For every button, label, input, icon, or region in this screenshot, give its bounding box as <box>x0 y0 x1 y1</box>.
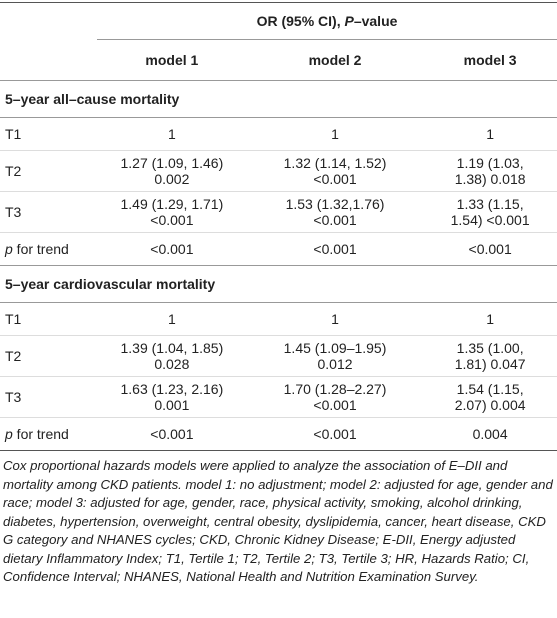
column-header: model 2 <box>246 39 424 81</box>
group-header: OR (95% CI), P–value <box>97 2 557 40</box>
cell-text: 1 <box>331 126 339 142</box>
table-cell: 1 <box>246 117 424 151</box>
cell-text: 1.32 (1.14, 1.52) <0.001 <box>283 155 387 187</box>
empty-cell <box>0 3 97 40</box>
table-cell: 1.19 (1.03, 1.38) 0.018 <box>423 150 557 192</box>
table-cell: 1 <box>246 302 424 336</box>
table-cell: <0.001 <box>97 417 247 451</box>
row-label: T3 <box>0 191 97 233</box>
cell-text: 1.54 (1.15, 2.07) 0.004 <box>454 381 526 413</box>
cell-text: 1.35 (1.00, 1.81) 0.047 <box>454 340 526 372</box>
table-row: T1 1 1 1 <box>0 117 557 151</box>
text-segment: –value <box>353 13 398 29</box>
column-header: model 1 <box>97 39 247 81</box>
cell-text: <0.001 <box>150 241 194 257</box>
section-row: 5–year cardiovascular mortality <box>0 265 557 303</box>
row-label: T2 <box>0 335 97 377</box>
section-title: 5–year cardiovascular mortality <box>0 265 557 303</box>
text-segment: p <box>5 426 13 442</box>
row-label: T3 <box>0 376 97 418</box>
cell-text: <0.001 <box>313 241 357 257</box>
text-segment: p <box>5 241 13 257</box>
footnote: Cox proportional hazards models were app… <box>3 458 553 584</box>
row-label: p for trend <box>0 417 97 451</box>
table-cell: 1 <box>97 117 247 151</box>
text: T1 <box>5 126 22 142</box>
text: T1 <box>5 311 22 327</box>
text-segment: P <box>344 13 354 29</box>
cell-text: 0.004 <box>472 426 508 442</box>
text: T3 <box>5 204 22 220</box>
table-cell: 1.54 (1.15, 2.07) 0.004 <box>423 376 557 418</box>
cell-text: 1.39 (1.04, 1.85) 0.028 <box>120 340 224 372</box>
table-cell: 0.004 <box>423 417 557 451</box>
cell-text: <0.001 <box>150 426 194 442</box>
table-row: p for trend <0.001 <0.001 0.004 <box>0 417 557 451</box>
cell-text: 1 <box>486 126 495 142</box>
table-cell: 1.45 (1.09–1.95) 0.012 <box>246 335 424 377</box>
table-row: T1 1 1 1 <box>0 302 557 336</box>
row-label: p for trend <box>0 232 97 266</box>
table-cell: 1.49 (1.29, 1.71) <0.001 <box>97 191 247 233</box>
table-cell: <0.001 <box>246 417 424 451</box>
empty-cell <box>0 39 97 81</box>
cell-text: 1.45 (1.09–1.95) 0.012 <box>283 340 387 372</box>
table-row: T2 1.39 (1.04, 1.85) 0.028 1.45 (1.09–1.95… <box>0 335 557 377</box>
table-cell: <0.001 <box>423 232 557 266</box>
table-cell: 1.53 (1.32,1.76) <0.001 <box>246 191 424 233</box>
text: T3 <box>5 389 22 405</box>
cell-text: 1 <box>331 311 339 327</box>
cell-text: 1 <box>167 126 176 142</box>
table-row: T3 1.63 (1.23, 2.16) 0.001 1.70 (1.28–2.27… <box>0 376 557 418</box>
text-segment: OR (95% CI), <box>256 13 345 29</box>
cell-text: 1.53 (1.32,1.76) <0.001 <box>285 196 385 228</box>
row-label: T2 <box>0 150 97 192</box>
text: T2 <box>5 348 22 364</box>
row-label: T1 <box>0 117 97 151</box>
table-cell: 1.33 (1.15, 1.54) <0.001 <box>423 191 557 233</box>
table-cell: 1 <box>423 117 557 151</box>
table-cell: 1.27 (1.09, 1.46) 0.002 <box>97 150 247 192</box>
table-cell: 1.35 (1.00, 1.81) 0.047 <box>423 335 557 377</box>
text-segment: for trend <box>12 241 69 257</box>
cell-text: <0.001 <box>313 426 357 442</box>
cell-text: 1.19 (1.03, 1.38) 0.018 <box>454 155 526 187</box>
cell-text: 1 <box>167 311 176 327</box>
table-cell: <0.001 <box>246 232 424 266</box>
text-segment: for trend <box>12 426 69 442</box>
cell-text: 1.33 (1.15, 1.54) <0.001 <box>450 196 530 228</box>
table-cell: 1.63 (1.23, 2.16) 0.001 <box>97 376 247 418</box>
cell-text: 1.27 (1.09, 1.46) 0.002 <box>120 155 224 187</box>
cell-text: 1.49 (1.29, 1.71) <0.001 <box>120 196 224 228</box>
model-header-row: model 1 model 2 model 3 <box>0 39 557 81</box>
row-label: T1 <box>0 302 97 336</box>
table-row: p for trend <0.001 <0.001 <0.001 <box>0 232 557 266</box>
cell-text: 1.63 (1.23, 2.16) 0.001 <box>120 381 224 413</box>
table-row: T2 1.27 (1.09, 1.46) 0.002 1.32 (1.14, 1.5… <box>0 150 557 192</box>
header-row: OR (95% CI), P–value <box>0 2 557 40</box>
cell-text: 1 <box>486 311 495 327</box>
table-cell: 1.39 (1.04, 1.85) 0.028 <box>97 335 247 377</box>
section-row: 5–year all–cause mortality <box>0 80 557 118</box>
cell-text: 1.70 (1.28–2.27) <0.001 <box>283 381 387 413</box>
table-cell: 1 <box>423 302 557 336</box>
results-table: OR (95% CI), P–value model 1 model 2 model … <box>0 2 557 451</box>
table-cell: <0.001 <box>97 232 247 266</box>
table-cell: 1.70 (1.28–2.27) <0.001 <box>246 376 424 418</box>
cell-text: <0.001 <box>468 241 512 257</box>
table-cell: 1.32 (1.14, 1.52) <0.001 <box>246 150 424 192</box>
table-row: T3 1.49 (1.29, 1.71) <0.001 1.53 (1.32,1.7… <box>0 191 557 233</box>
table-cell: 1 <box>97 302 247 336</box>
section-title: 5–year all–cause mortality <box>0 80 557 118</box>
column-header: model 3 <box>423 39 557 81</box>
text: T2 <box>5 163 22 179</box>
